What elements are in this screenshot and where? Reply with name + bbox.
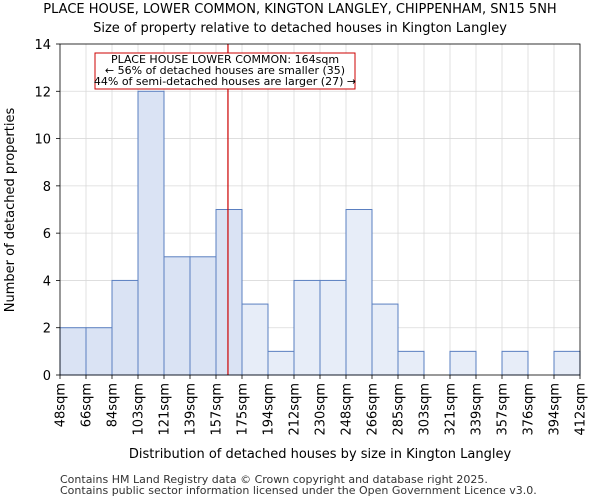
x-tick-label: 103sqm (132, 383, 147, 436)
bar-248sqm (345, 209, 373, 376)
bar-230sqm (319, 279, 347, 376)
annotation-line-1: PLACE HOUSE LOWER COMMON: 164sqm (111, 53, 339, 66)
chart-title: PLACE HOUSE, LOWER COMMON, KINGTON LANGL… (43, 2, 556, 17)
x-tick-label: 394sqm (548, 383, 563, 436)
y-tick-label: 2 (43, 322, 51, 337)
y-tick-label: 0 (43, 369, 51, 384)
footer-line-2: Contains public sector information licen… (60, 484, 537, 497)
bar-266sqm (371, 303, 399, 376)
bar-48sqm (59, 327, 87, 376)
bar-357sqm (501, 350, 529, 376)
bar-84sqm (111, 279, 139, 376)
footer-line-1: Contains HM Land Registry data © Crown c… (60, 473, 488, 486)
x-tick-label: 84sqm (106, 383, 121, 427)
x-axis-label: Distribution of detached houses by size … (129, 447, 512, 462)
bar-121sqm (163, 256, 191, 376)
x-tick-label: 175sqm (236, 383, 251, 436)
x-tick-label: 194sqm (262, 383, 277, 436)
bar-194sqm (267, 350, 295, 376)
bar-157sqm (215, 209, 243, 376)
annotation-line-2: ← 56% of detached houses are smaller (35… (105, 64, 345, 77)
x-tick-label: 157sqm (210, 383, 225, 436)
x-tick-label: 66sqm (80, 383, 95, 427)
bar-285sqm (397, 350, 425, 376)
y-tick-label: 10 (34, 133, 51, 148)
y-tick-label: 12 (34, 85, 51, 100)
x-tick-label: 266sqm (366, 383, 381, 436)
bar-394sqm (553, 350, 581, 376)
x-tick-label: 376sqm (522, 383, 537, 436)
x-tick-label: 230sqm (314, 383, 329, 436)
y-axis: 0 2 4 6 8 10 12 14 (34, 38, 60, 384)
annotation-line-3: 44% of semi-detached houses are larger (… (94, 75, 356, 88)
x-tick-label: 339sqm (470, 383, 485, 436)
bar-103sqm (137, 90, 165, 376)
x-axis: 48sqm 66sqm 84sqm 103sqm 121sqm 139sqm 157sqm 1… (54, 375, 589, 436)
grid (60, 44, 580, 375)
bar-139sqm (189, 256, 217, 376)
annotation-box: PLACE HOUSE LOWER COMMON: 164sqm ← 56% o… (94, 52, 356, 90)
bar-321sqm (449, 350, 477, 376)
y-axis-label: Number of detached properties (3, 108, 18, 313)
x-tick-label: 48sqm (54, 383, 69, 427)
x-tick-label: 412sqm (574, 383, 589, 436)
x-tick-label: 303sqm (418, 383, 433, 436)
x-tick-label: 212sqm (288, 383, 303, 436)
x-tick-label: 285sqm (392, 383, 407, 436)
y-tick-label: 8 (43, 180, 51, 195)
bar-66sqm (85, 327, 113, 376)
x-tick-label: 248sqm (340, 383, 355, 436)
y-tick-label: 4 (43, 274, 51, 289)
x-tick-label: 357sqm (496, 383, 511, 436)
bar-175sqm (241, 303, 269, 376)
bars (59, 90, 581, 376)
chart-subtitle: Size of property relative to detached ho… (93, 21, 507, 36)
bar-212sqm (293, 279, 321, 376)
y-tick-label: 6 (43, 227, 51, 242)
x-tick-label: 139sqm (184, 383, 199, 436)
y-tick-label: 14 (34, 38, 51, 53)
x-tick-label: 321sqm (444, 383, 459, 436)
x-tick-label: 121sqm (158, 383, 173, 436)
